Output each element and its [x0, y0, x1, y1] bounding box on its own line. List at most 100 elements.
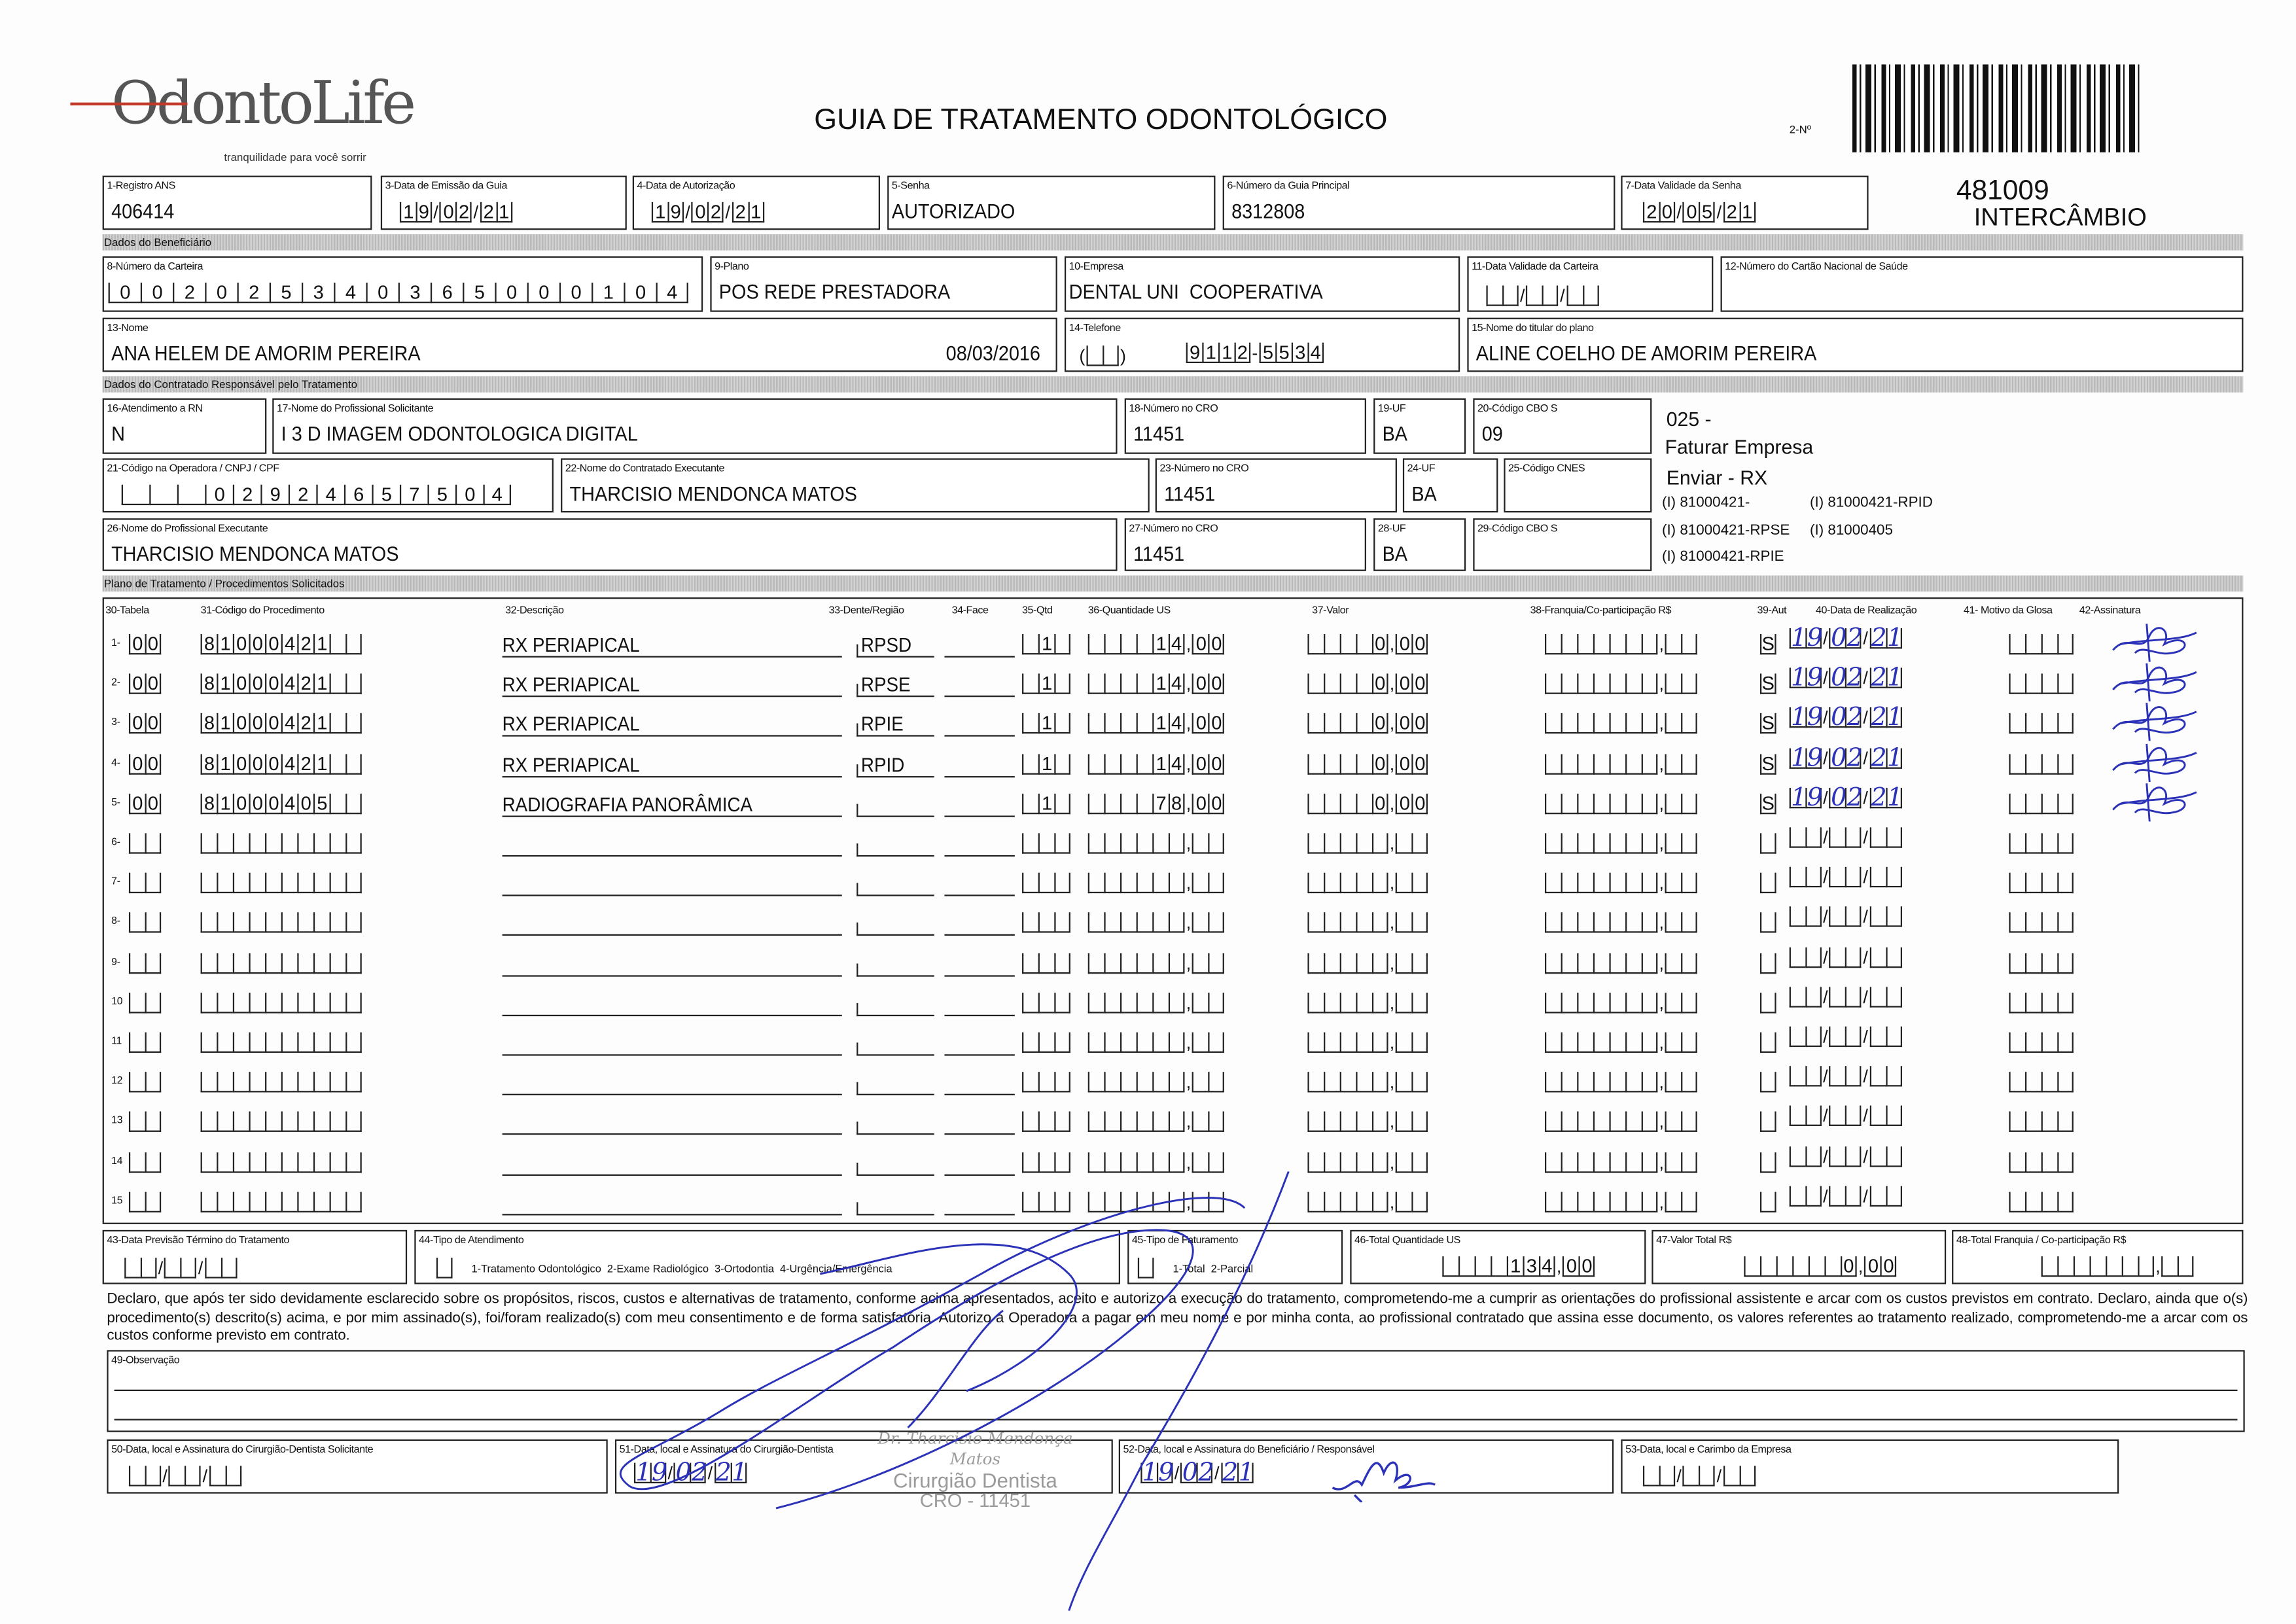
cell-aut[interactable]: [1759, 913, 1776, 934]
cell-valor[interactable]: ,: [1307, 952, 1428, 974]
cell-tabela[interactable]: [128, 1072, 162, 1093]
cell-aut[interactable]: S: [1759, 713, 1776, 735]
cell-aut[interactable]: [1759, 952, 1776, 974]
cell-valor[interactable]: ,: [1307, 1072, 1428, 1093]
cell-qtd[interactable]: 1: [1022, 633, 1070, 655]
cell-tabela[interactable]: [128, 1112, 162, 1133]
cell-quantidade-us[interactable]: ,: [1087, 992, 1225, 1014]
cell-motivo-glosa[interactable]: [2009, 793, 2074, 814]
cell-tabela[interactable]: [128, 1152, 162, 1173]
cell-data-realizacao[interactable]: 1 9/0 2/2 1: [1789, 626, 1903, 651]
cell-valor[interactable]: ,: [1307, 913, 1428, 934]
cell-descricao[interactable]: RX PERIAPICAL: [502, 753, 640, 776]
cell-descricao[interactable]: RADIOGRAFIA PANORÂMICA: [502, 793, 753, 816]
cell-valor[interactable]: ,: [1307, 1112, 1428, 1133]
cell-tabela[interactable]: [128, 952, 162, 974]
cell-dente-regiao[interactable]: RPSD: [860, 634, 912, 656]
cell-aut[interactable]: [1759, 873, 1776, 894]
cell-aut[interactable]: [1759, 992, 1776, 1014]
cell-data-realizacao[interactable]: / /: [1789, 1106, 1902, 1127]
cell-motivo-glosa[interactable]: [2009, 952, 2074, 974]
cell-aut[interactable]: S: [1759, 673, 1776, 695]
cell-aut[interactable]: S: [1759, 752, 1776, 774]
cell-valor[interactable]: ,: [1307, 992, 1428, 1014]
cell-motivo-glosa[interactable]: [2009, 1072, 2074, 1093]
cell-motivo-glosa[interactable]: [2009, 873, 2074, 894]
cell-dente-regiao[interactable]: RPSE: [860, 673, 911, 696]
cell-motivo-glosa[interactable]: [2009, 673, 2074, 695]
field-observacao[interactable]: 49-Observação: [107, 1350, 2245, 1432]
cell-descricao[interactable]: RX PERIAPICAL: [502, 673, 640, 696]
cell-codigo[interactable]: [200, 1032, 362, 1053]
cell-franquia[interactable]: ,: [1544, 673, 1698, 695]
cell-motivo-glosa[interactable]: [2009, 1152, 2074, 1173]
cell-franquia[interactable]: ,: [1544, 753, 1698, 774]
cell-quantidade-us[interactable]: ,: [1087, 1192, 1225, 1212]
cell-tabela[interactable]: [128, 1032, 162, 1053]
cell-aut[interactable]: [1759, 1072, 1776, 1093]
cell-franquia[interactable]: ,: [1544, 713, 1698, 735]
cell-qtd[interactable]: [1022, 952, 1070, 974]
cell-franquia[interactable]: ,: [1544, 913, 1698, 934]
cell-franquia[interactable]: ,: [1544, 1152, 1698, 1173]
cell-dente-regiao[interactable]: RPID: [860, 753, 905, 776]
cell-dente-regiao[interactable]: RPIE: [860, 713, 904, 736]
cell-qtd[interactable]: [1022, 873, 1070, 894]
cell-motivo-glosa[interactable]: [2009, 992, 2074, 1014]
cell-quantidade-us[interactable]: ,: [1087, 913, 1225, 934]
cell-codigo[interactable]: [200, 833, 362, 854]
cell-quantidade-us[interactable]: ,: [1087, 1032, 1225, 1053]
cell-valor[interactable]: ,: [1307, 833, 1428, 854]
cell-aut[interactable]: [1759, 1032, 1776, 1053]
cell-data-realizacao[interactable]: / /: [1789, 907, 1902, 928]
cell-qtd[interactable]: 1: [1022, 792, 1070, 814]
cell-qtd[interactable]: [1022, 1112, 1070, 1133]
cell-tabela[interactable]: [128, 913, 162, 934]
cell-data-realizacao[interactable]: 1 9/0 2/2 1: [1789, 666, 1903, 691]
cell-aut[interactable]: [1759, 1112, 1776, 1133]
cell-codigo[interactable]: [200, 1072, 362, 1093]
cell-descricao[interactable]: RX PERIAPICAL: [502, 713, 640, 736]
cell-franquia[interactable]: ,: [1544, 1072, 1698, 1093]
cell-qtd[interactable]: [1022, 1152, 1070, 1173]
cell-descricao[interactable]: RX PERIAPICAL: [502, 634, 640, 656]
tipo-faturamento-input[interactable]: [1137, 1258, 1154, 1279]
cell-qtd[interactable]: [1022, 1192, 1070, 1212]
cell-motivo-glosa[interactable]: [2009, 713, 2074, 735]
cell-tabela[interactable]: [128, 833, 162, 854]
cell-data-realizacao[interactable]: / /: [1789, 867, 1902, 888]
cell-data-realizacao[interactable]: / /: [1789, 1026, 1902, 1048]
cell-franquia[interactable]: ,: [1544, 634, 1698, 655]
cell-data-realizacao[interactable]: / /: [1789, 1146, 1902, 1167]
cell-quantidade-us[interactable]: ,: [1087, 833, 1225, 854]
cell-tabela[interactable]: [128, 1192, 162, 1212]
cell-aut[interactable]: [1759, 833, 1776, 854]
cell-data-realizacao[interactable]: 1 9/0 2/2 1: [1789, 705, 1903, 730]
cell-qtd[interactable]: [1022, 913, 1070, 934]
cell-qtd[interactable]: [1022, 992, 1070, 1014]
cell-motivo-glosa[interactable]: [2009, 1112, 2074, 1133]
cell-tabela[interactable]: [128, 873, 162, 894]
cell-quantidade-us[interactable]: ,: [1087, 873, 1225, 894]
cell-franquia[interactable]: ,: [1544, 1192, 1698, 1212]
cell-motivo-glosa[interactable]: [2009, 833, 2074, 854]
cell-data-realizacao[interactable]: / /: [1789, 986, 1902, 1008]
cell-data-realizacao[interactable]: / /: [1789, 827, 1902, 848]
cell-data-realizacao[interactable]: 1 9/0 2/2 1: [1789, 745, 1903, 770]
cell-data-realizacao[interactable]: / /: [1789, 947, 1902, 968]
cell-quantidade-us[interactable]: ,: [1087, 1072, 1225, 1093]
cell-franquia[interactable]: ,: [1544, 873, 1698, 894]
cell-aut[interactable]: S: [1759, 792, 1776, 814]
